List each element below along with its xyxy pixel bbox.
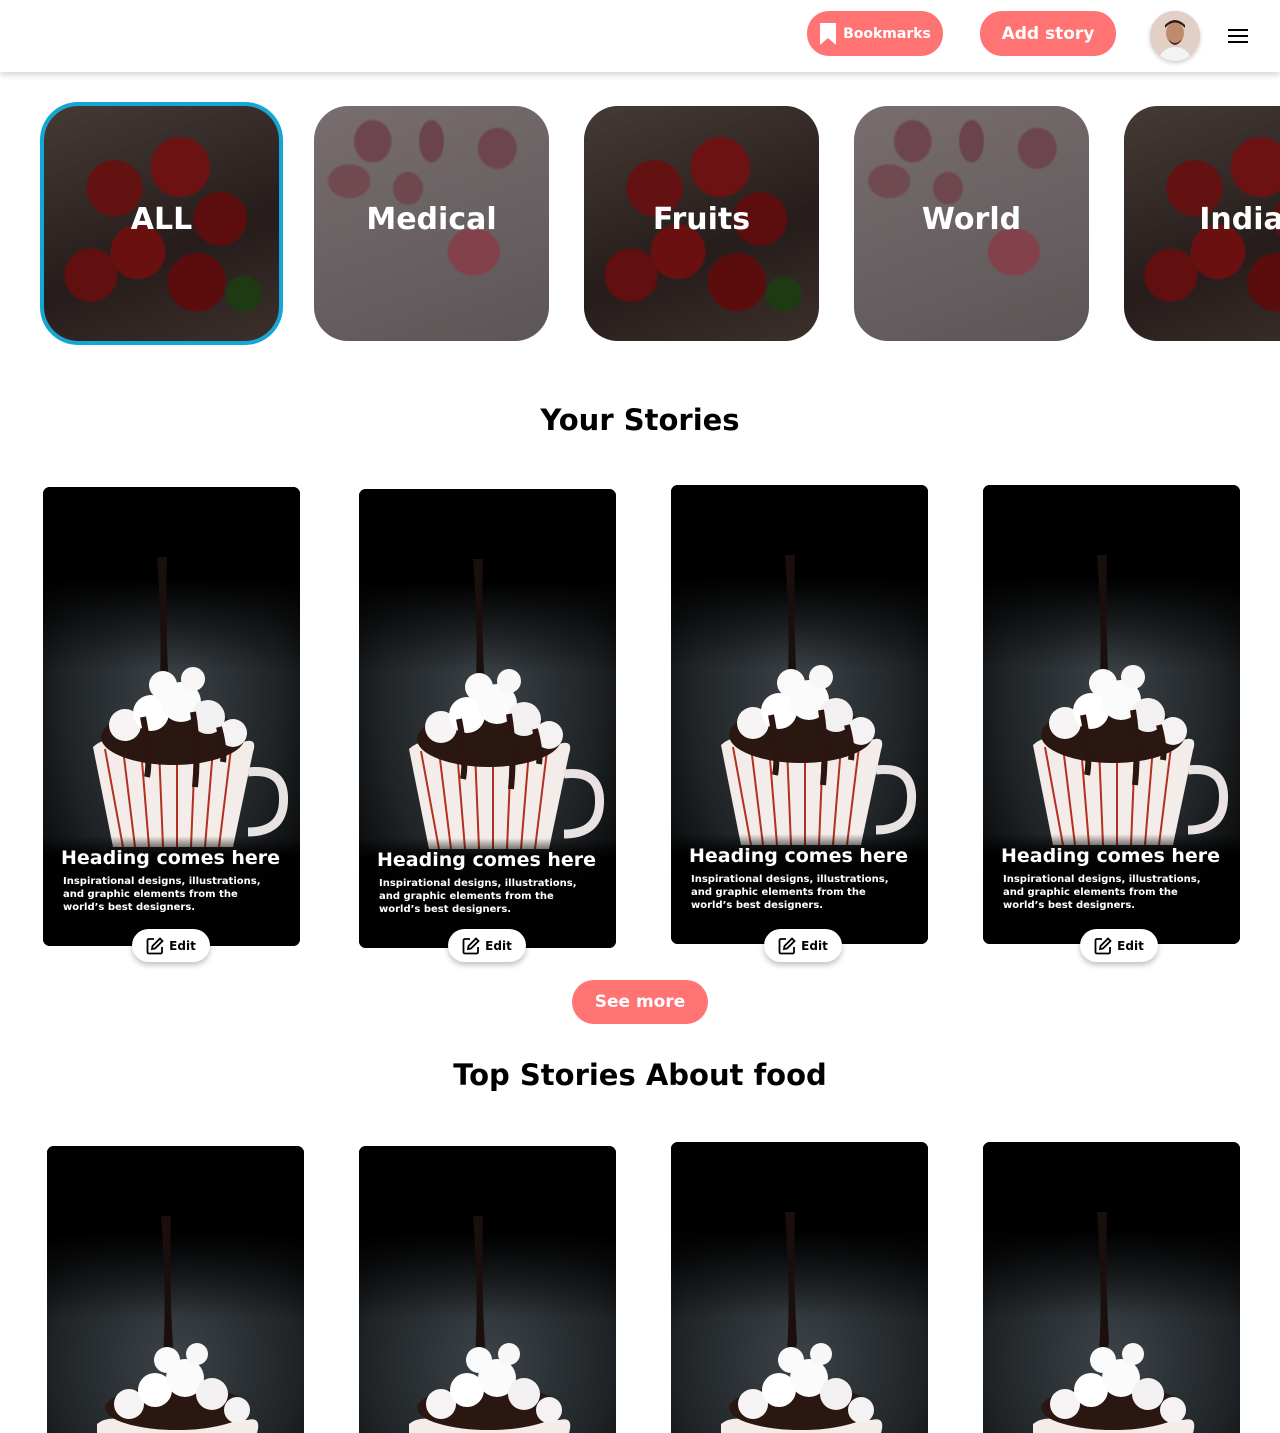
hot-chocolate-image: [47, 1146, 304, 1433]
category-all[interactable]: ALL: [44, 106, 279, 341]
top-story-card[interactable]: [47, 1146, 304, 1433]
avatar[interactable]: [1150, 11, 1200, 61]
story-heading: Heading comes here: [377, 849, 597, 871]
edit-icon: [1094, 936, 1112, 954]
edit-button[interactable]: Edit: [1080, 929, 1158, 962]
edit-label: Edit: [801, 938, 828, 953]
hot-chocolate-image: [359, 1146, 616, 1433]
edit-label: Edit: [485, 938, 512, 953]
story-card[interactable]: Heading comes here Inspirational designs…: [983, 485, 1240, 944]
edit-icon: [146, 936, 164, 954]
edit-button[interactable]: Edit: [764, 929, 842, 962]
add-story-button[interactable]: Add story: [980, 11, 1116, 56]
top-stories-title: Top Stories About food: [453, 1058, 827, 1092]
edit-button[interactable]: Edit: [132, 929, 210, 962]
user-avatar-image: [1150, 11, 1200, 61]
top-story-card[interactable]: [983, 1142, 1240, 1433]
story-description: Inspirational designs, illustrations, an…: [1003, 874, 1201, 911]
your-stories-title: Your Stories: [540, 403, 740, 437]
category-india[interactable]: India: [1124, 106, 1280, 341]
edit-label: Edit: [169, 938, 196, 953]
category-label: ALL: [130, 202, 193, 237]
story-heading: Heading comes here: [689, 845, 909, 867]
top-navbar: Bookmarks Add story: [0, 0, 1280, 72]
edit-button[interactable]: Edit: [448, 929, 526, 962]
see-more-button[interactable]: See more: [572, 980, 708, 1024]
story-heading: Heading comes here: [1001, 845, 1221, 867]
story-heading: Heading comes here: [61, 847, 281, 869]
hot-chocolate-image: [43, 487, 300, 946]
category-label: Fruits: [652, 202, 751, 237]
story-description: Inspirational designs, illustrations, an…: [691, 874, 889, 911]
story-card[interactable]: Heading comes here Inspirational designs…: [359, 489, 616, 948]
edit-icon: [778, 936, 796, 954]
category-world[interactable]: World: [854, 106, 1089, 341]
story-description: Inspirational designs, illustrations, an…: [379, 878, 577, 915]
story-description: Inspirational designs, illustrations, an…: [63, 876, 261, 913]
hamburger-menu-icon[interactable]: [1228, 25, 1254, 47]
hot-chocolate-image: [983, 1142, 1240, 1433]
edit-icon: [462, 936, 480, 954]
story-card[interactable]: Heading comes here Inspirational designs…: [43, 487, 300, 946]
bookmark-icon: [820, 22, 837, 45]
top-story-card[interactable]: [359, 1146, 616, 1433]
bookmarks-label: Bookmarks: [843, 25, 931, 42]
category-label: India: [1199, 202, 1280, 237]
edit-label: Edit: [1117, 938, 1144, 953]
category-medical[interactable]: Medical: [314, 106, 549, 341]
hot-chocolate-image: [671, 1142, 928, 1433]
category-fruits[interactable]: Fruits: [584, 106, 819, 341]
bookmarks-button[interactable]: Bookmarks: [807, 11, 943, 56]
category-label: Medical: [366, 202, 497, 237]
category-label: World: [921, 202, 1022, 237]
story-card[interactable]: Heading comes here Inspirational designs…: [671, 485, 928, 944]
top-story-card[interactable]: [671, 1142, 928, 1433]
